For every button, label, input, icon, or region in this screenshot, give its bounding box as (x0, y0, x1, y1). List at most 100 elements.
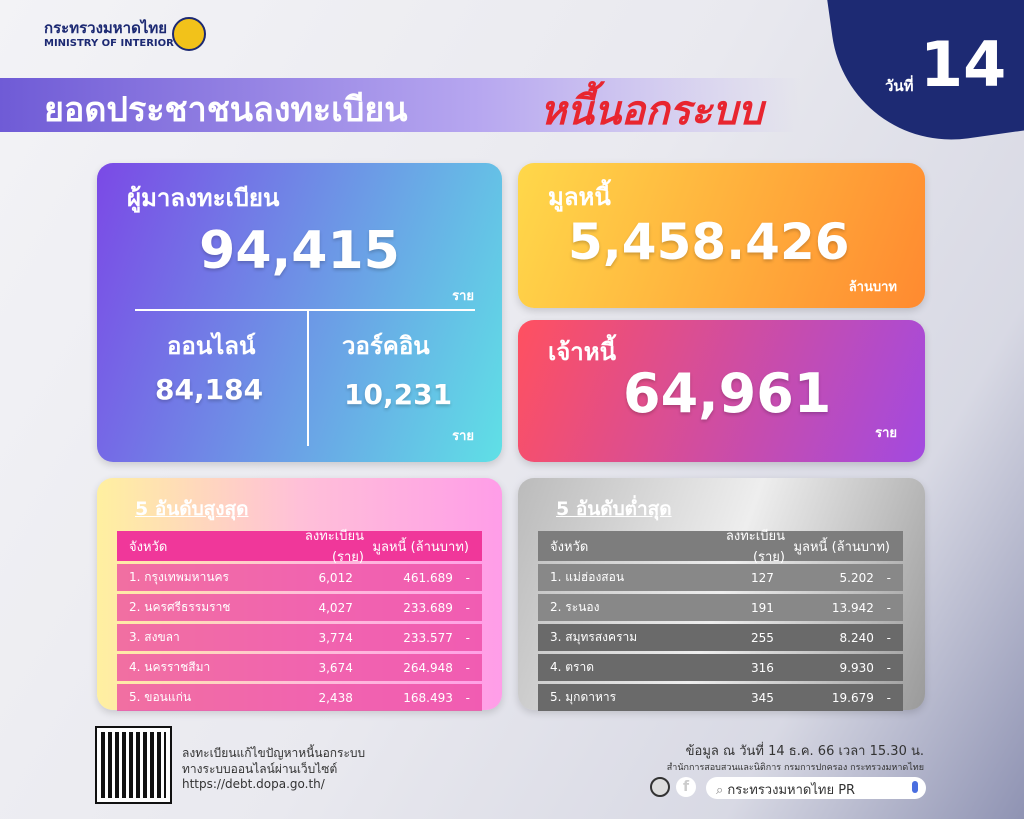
day-label: วันที่ (885, 77, 914, 95)
cell: 4,027 (318, 600, 353, 615)
page-title-highlight: หนี้นอกระบบ (540, 88, 764, 134)
cell: 5. มุกดาหาร (550, 690, 617, 704)
cell: 233.689 (403, 600, 453, 615)
registrants-card: ผู้มาลงทะเบียน 94,415 ราย ออนไลน์ 84,184… (97, 163, 502, 462)
qr-line-2: ทางระบบออนไลน์ผ่านเว็บไซต์ (182, 762, 338, 776)
table-row: 3. สมุทรสงคราม 255 8.240- (538, 624, 903, 651)
creditors-unit: ราย (875, 426, 897, 441)
col-registered: ลงทะเบียน (ราย) (304, 529, 364, 565)
cell: 264.948 (403, 660, 453, 675)
cell: - (886, 630, 891, 645)
creditors-card: เจ้าหนี้ 64,961 ราย (518, 320, 925, 462)
qr-code-icon[interactable] (95, 726, 172, 804)
cell: 345 (750, 690, 774, 705)
debt-unit: ล้านบาท (848, 280, 897, 295)
debt-label: มูลหนี้ (548, 183, 611, 211)
cell: - (886, 690, 891, 705)
cell: 1. แม่ฮ่องสอน (550, 570, 625, 584)
search-icon: ⌕ (716, 783, 728, 798)
online-count: 84,184 (155, 373, 264, 406)
cell: 13.942 (831, 600, 874, 615)
creditors-label: เจ้าหนี้ (548, 338, 616, 366)
table-row: 4. นครราชสีมา 3,674 264.948- (117, 654, 482, 681)
walkin-label: วอร์คอิน (342, 332, 430, 360)
cell: 3,674 (318, 660, 353, 675)
cell: - (886, 600, 891, 615)
ministry-name-th: กระทรวงมหาดไทย (44, 19, 168, 37)
cell: 461.689 (403, 570, 453, 585)
cell: 2. ระนอง (550, 600, 600, 614)
cell: - (465, 690, 470, 705)
day-number: 14 (920, 28, 1007, 101)
cell: 127 (750, 570, 774, 585)
online-label: ออนไลน์ (167, 332, 256, 360)
registrants-label: ผู้มาลงทะเบียน (127, 184, 280, 212)
table-row: 2. นครศรีธรรมราช 4,027 233.689- (117, 594, 482, 621)
divider (135, 309, 475, 311)
cell: 5.202 (839, 570, 874, 585)
walkin-count: 10,231 (344, 378, 453, 411)
col-province: จังหวัด (550, 539, 589, 555)
cell: 2. นครศรีธรรมราช (129, 600, 231, 614)
cell: - (886, 570, 891, 585)
table-row: 2. ระนอง 191 13.942- (538, 594, 903, 621)
cell: 233.577 (403, 630, 453, 645)
office-name: สำนักการสอบสวนและนิติการ กรมการปกครอง กร… (666, 763, 924, 773)
table-row: 1. กรุงเทพมหานคร 6,012 461.689- (117, 564, 482, 591)
cell: 255 (750, 630, 774, 645)
table-header: จังหวัด ลงทะเบียน (ราย) มูลหนี้ (ล้านบาท) (117, 529, 482, 565)
registrants-total: 94,415 (199, 221, 400, 281)
cell: 191 (750, 600, 774, 615)
ministry-name-en: MINISTRY OF INTERIOR (44, 38, 174, 49)
top5-table: จังหวัด ลงทะเบียน (ราย) มูลหนี้ (ล้านบาท) … (117, 529, 482, 714)
ministry-seal-small-icon (650, 777, 670, 797)
walkin-unit: ราย (452, 429, 474, 444)
qr-line-1: ลงทะเบียนแก้ไขปัญหาหนี้นอกระบบ (182, 746, 366, 760)
top5-card: 5 อันดับสูงสุด จังหวัด ลงทะเบียน (ราย) มูล… (97, 478, 502, 711)
ministry-seal-icon (172, 17, 206, 51)
registrants-unit: ราย (452, 289, 474, 304)
cell: - (886, 660, 891, 675)
website-link[interactable]: https://debt.dopa.go.th/ (182, 777, 325, 791)
bottom5-table: จังหวัด ลงทะเบียน (ราย) มูลหนี้ (ล้านบาท) … (538, 529, 903, 714)
debt-value: 5,458.426 (568, 213, 850, 271)
search-text: กระทรวงมหาดไทย PR (727, 783, 856, 798)
cell: - (465, 570, 470, 585)
table-header: จังหวัด ลงทะเบียน (ราย) มูลหนี้ (ล้านบาท) (538, 529, 903, 565)
debt-card: มูลหนี้ 5,458.426 ล้านบาท (518, 163, 925, 308)
col-debt: มูลหนี้ (ล้านบาท) (372, 539, 469, 555)
creditors-value: 64,961 (623, 362, 832, 425)
cell: 5. ขอนแก่น (129, 690, 192, 704)
microphone-icon[interactable] (912, 781, 918, 793)
facebook-icon[interactable]: f (676, 777, 696, 797)
divider (307, 311, 309, 446)
cell: 4. ตราด (550, 660, 595, 674)
table-row: 5. มุกดาหาร 345 19.679- (538, 684, 903, 711)
bottom5-title: 5 อันดับต่ำสุด (556, 498, 672, 520)
table-row: 1. แม่ฮ่องสอน 127 5.202- (538, 564, 903, 591)
cell: 3. สงขลา (129, 630, 180, 644)
cell: 8.240 (839, 630, 874, 645)
cell: 4. นครราชสีมา (129, 660, 211, 674)
cell: - (465, 660, 470, 675)
cell: 3,774 (318, 630, 353, 645)
cell: 316 (750, 660, 774, 675)
cell: 1. กรุงเทพมหานคร (129, 570, 229, 584)
cell: 9.930 (839, 660, 874, 675)
page-title: ยอดประชาชนลงทะเบียน (44, 90, 408, 130)
title-banner (0, 78, 800, 132)
bottom5-card: 5 อันดับต่ำสุด จังหวัด ลงทะเบียน (ราย) มูล… (518, 478, 925, 711)
cell: - (465, 630, 470, 645)
cell: 168.493 (403, 690, 453, 705)
data-as-of: ข้อมูล ณ วันที่ 14 ธ.ค. 66 เวลา 15.30 น. (685, 744, 924, 759)
top5-title: 5 อันดับสูงสุด (135, 498, 249, 520)
table-row: 3. สงขลา 3,774 233.577- (117, 624, 482, 651)
col-debt: มูลหนี้ (ล้านบาท) (793, 539, 890, 555)
search-bar[interactable]: ⌕ กระทรวงมหาดไทย PR (706, 777, 926, 799)
col-registered: ลงทะเบียน (ราย) (725, 529, 785, 565)
cell: - (465, 600, 470, 615)
cell: 3. สมุทรสงคราม (550, 630, 638, 644)
cell: 2,438 (318, 690, 353, 705)
table-row: 5. ขอนแก่น 2,438 168.493- (117, 684, 482, 711)
cell: 6,012 (318, 570, 353, 585)
